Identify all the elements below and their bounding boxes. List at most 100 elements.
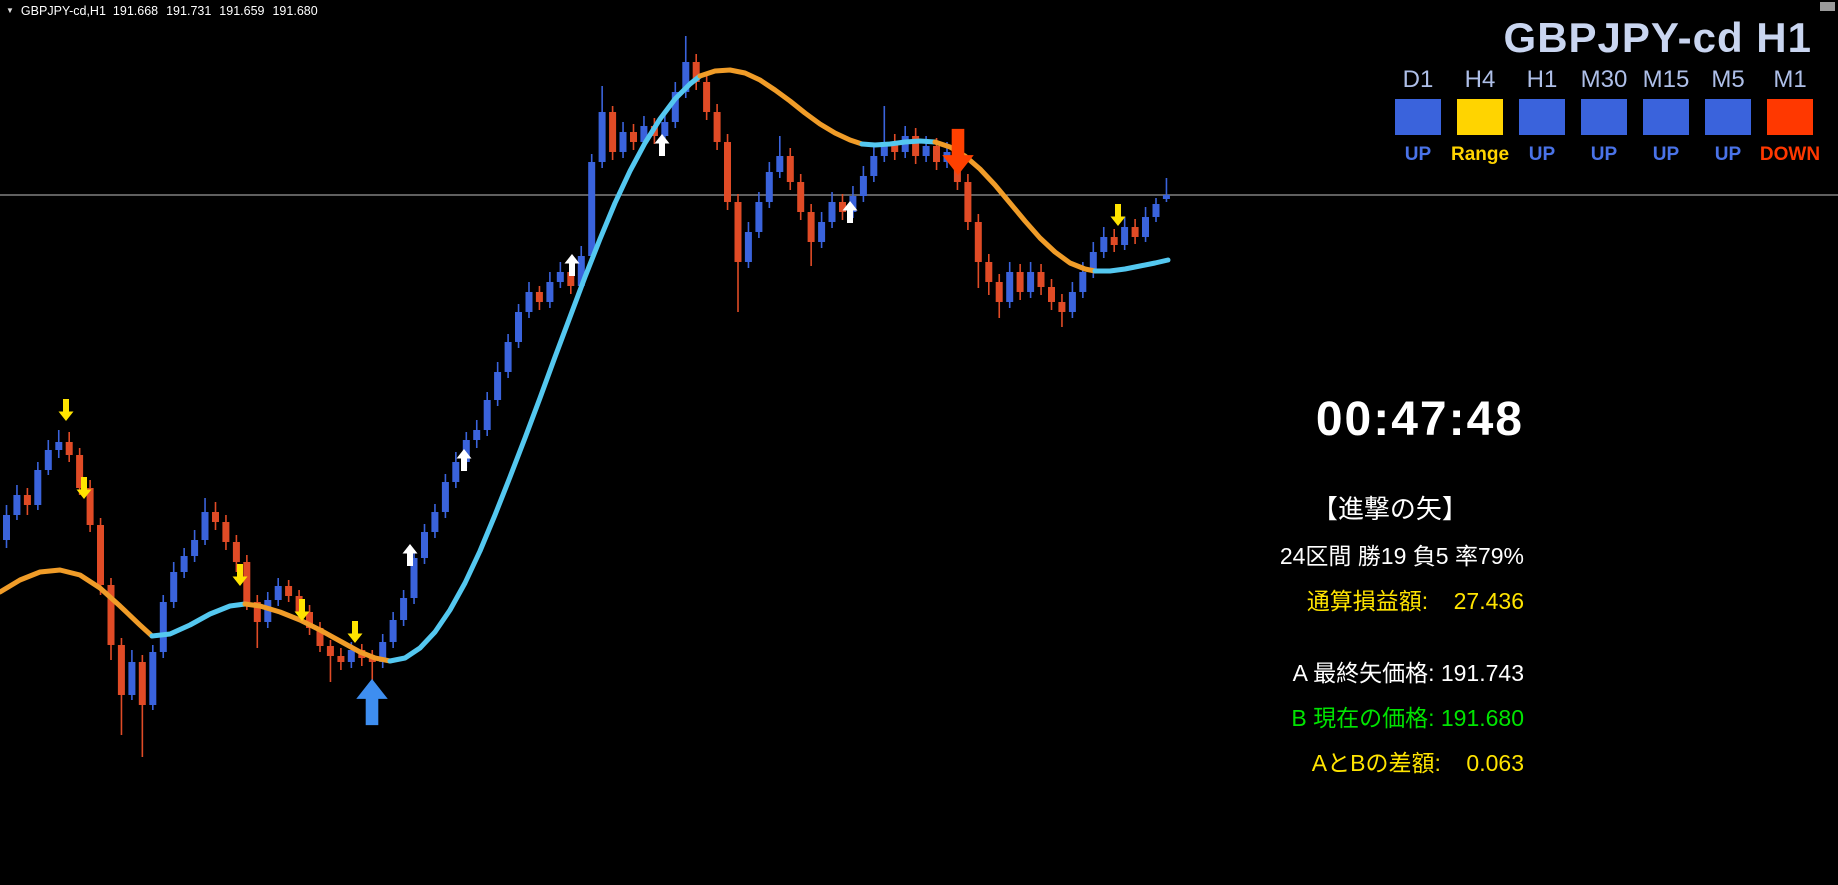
- candle-body: [253, 602, 261, 622]
- candle-body: [473, 430, 481, 440]
- candle-body: [640, 126, 648, 142]
- candle-body: [170, 572, 178, 602]
- buy-arrow-small: [402, 544, 418, 566]
- candle-body: [588, 162, 596, 256]
- candle-body: [201, 512, 209, 540]
- candle-body: [316, 628, 324, 646]
- candle-body: [1016, 272, 1024, 292]
- quote-close: 191.680: [272, 4, 318, 18]
- candle-body: [692, 62, 700, 82]
- candle-body: [515, 312, 522, 342]
- ma-segment-down: [242, 601, 393, 664]
- tf-status: UP: [1404, 144, 1432, 165]
- tf-col-m1: M1 DOWN: [1760, 66, 1820, 166]
- candle-body: [776, 156, 784, 172]
- buy-arrow-small: [842, 201, 858, 223]
- current-price-line-text: B 現在の価格: 191.680: [1291, 705, 1524, 731]
- candle-body: [232, 542, 240, 562]
- buy-arrow-small: [564, 254, 580, 276]
- tf-trend-box: [1581, 99, 1627, 135]
- candle-body: [880, 142, 888, 156]
- candle-body: [567, 272, 575, 286]
- candle-body: [1058, 302, 1066, 312]
- tf-label: M1: [1773, 66, 1807, 93]
- tf-trend-box: [1705, 99, 1751, 135]
- candle-body: [922, 146, 930, 156]
- tf-label: H4: [1464, 66, 1496, 93]
- candle-body: [1006, 272, 1014, 302]
- candle-body: [138, 662, 146, 705]
- candle-body: [410, 558, 418, 598]
- candle-body: [159, 602, 167, 652]
- candle-body: [274, 586, 282, 600]
- candle-body: [347, 650, 355, 662]
- candle-body: [222, 522, 230, 542]
- candle-body: [744, 232, 752, 262]
- ma-segment-down: [0, 567, 155, 639]
- indicator-stats-panel: 00:47:48 【進撃の矢】 24区間 勝19 負5 率79% 通算損益額: …: [1280, 392, 1524, 778]
- candle-body: [421, 532, 428, 558]
- candle-body: [285, 586, 293, 596]
- tf-label: H1: [1526, 66, 1558, 93]
- candle-body: [243, 562, 251, 602]
- candle-body: [765, 172, 773, 202]
- candle-body: [65, 442, 73, 455]
- indicator-title: GBPJPY-cd H1: [1503, 14, 1812, 61]
- tf-label: M30: [1580, 66, 1628, 93]
- candle-body: [995, 282, 1003, 302]
- last-arrow-price-line: A 最終矢価格: 191.743: [1292, 660, 1524, 686]
- quote-low: 191.659: [219, 4, 265, 18]
- sell-arrow-small: [76, 477, 92, 499]
- candle-body: [870, 156, 878, 176]
- candle-body: [55, 442, 63, 450]
- candle-body: [839, 202, 846, 212]
- candle-body: [964, 182, 972, 222]
- candle-body: [191, 540, 199, 556]
- tf-status: Range: [1450, 144, 1510, 165]
- candle-body: [703, 82, 711, 112]
- candle-body: [117, 645, 125, 695]
- candle-body: [974, 222, 982, 262]
- sell-arrow-small: [294, 599, 310, 621]
- candle-body: [619, 132, 627, 152]
- candle-body: [525, 292, 533, 312]
- buy-arrow-small: [456, 449, 472, 471]
- quote-high: 191.731: [166, 4, 212, 18]
- sell-arrow-small: [58, 399, 74, 421]
- candle-body: [713, 112, 721, 142]
- candle-body: [400, 598, 408, 620]
- candle-body: [535, 292, 543, 302]
- tf-col-d1: D1 UP: [1392, 66, 1444, 166]
- tf-status: DOWN: [1759, 144, 1821, 165]
- candle-body: [264, 600, 272, 622]
- sell-arrow-small: [1110, 204, 1126, 226]
- candle-body: [556, 272, 564, 282]
- stats-title: 【進撃の矢】: [1311, 494, 1468, 524]
- tf-trend-box: [1643, 99, 1689, 135]
- candle-body: [306, 612, 313, 628]
- candle-body: [828, 202, 836, 222]
- candle-body: [912, 136, 920, 156]
- tf-col-m15: M15 UP: [1640, 66, 1692, 166]
- timeframe-trend-panel: D1 UP H4 Range H1 UP M30 UP M15 UP M5 UP…: [1392, 66, 1820, 166]
- candle-body: [1079, 272, 1087, 292]
- candle-body: [23, 495, 31, 505]
- candle-body: [1152, 204, 1160, 217]
- buy-arrow-big: [356, 678, 388, 726]
- candle-body: [1121, 227, 1129, 245]
- sell-arrow-small: [347, 621, 363, 643]
- tf-col-h4: H4 Range: [1450, 66, 1510, 166]
- candle-body: [1110, 237, 1118, 245]
- candle-body: [786, 156, 794, 182]
- tf-col-m30: M30 UP: [1578, 66, 1630, 166]
- candle-body: [1027, 272, 1035, 292]
- candle-body: [13, 495, 21, 515]
- win-rate-line: 24区間 勝19 負5 率79%: [1279, 543, 1524, 569]
- price-diff-line: AとBの差額: 0.063: [1311, 750, 1524, 776]
- candle-body: [107, 585, 115, 645]
- candle-body: [389, 620, 397, 642]
- tf-col-m5: M5 UP: [1702, 66, 1754, 166]
- candle-body: [462, 440, 470, 462]
- candle-body: [1048, 287, 1055, 302]
